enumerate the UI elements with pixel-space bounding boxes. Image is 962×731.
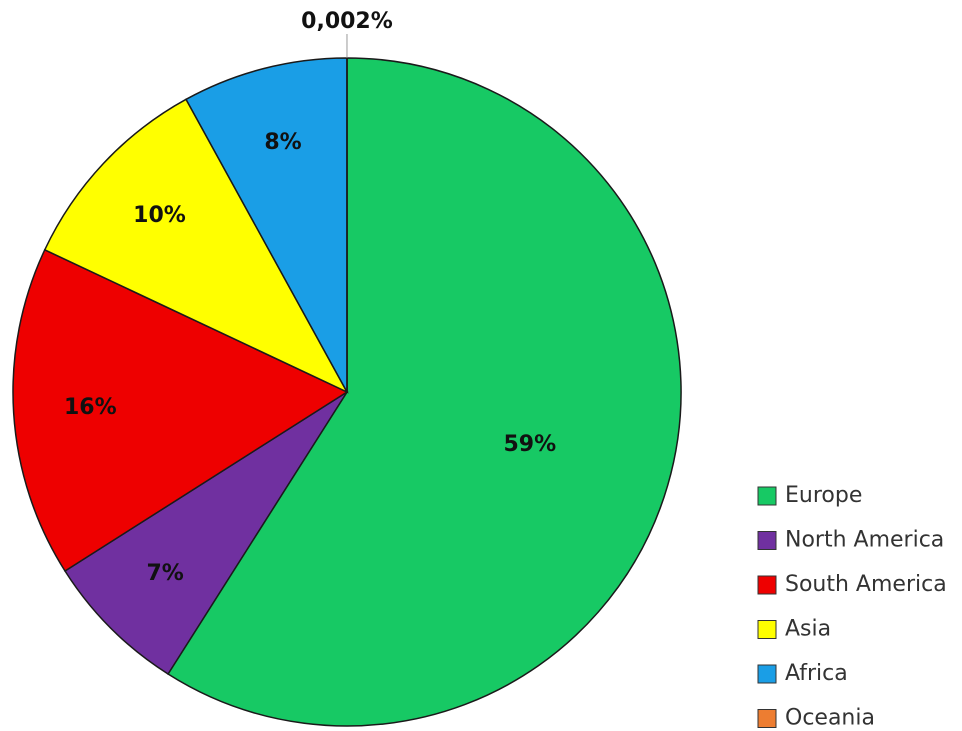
pie-slice <box>167 57 682 727</box>
legend-swatch <box>757 709 777 728</box>
legend-swatch <box>757 620 777 639</box>
legend-swatch <box>757 575 777 595</box>
legend-swatch <box>757 531 777 550</box>
legend-label: Africa <box>785 661 848 686</box>
slice-label: 0,002% <box>301 9 393 34</box>
pie-slice <box>43 98 349 394</box>
slice-label: 59% <box>503 432 556 457</box>
pie-slice <box>12 248 349 573</box>
legend-label: Oceania <box>785 706 875 731</box>
legend-swatch <box>757 664 777 684</box>
legend-label: South America <box>785 572 947 597</box>
legend-label: North America <box>785 528 944 553</box>
legend-label: Europe <box>785 483 862 508</box>
slice-label: 10% <box>133 203 186 228</box>
slice-label: 7% <box>146 561 183 586</box>
pie-slice <box>63 391 348 676</box>
slice-label: 8% <box>264 130 301 155</box>
pie: 59% 7% 16% 10% 8% 0,002% <box>12 9 682 727</box>
legend-label: Asia <box>785 617 831 642</box>
legend-swatch <box>757 486 777 506</box>
legend: Europe North America South America Asia Afri… <box>757 483 947 731</box>
slice-label: 16% <box>64 395 117 420</box>
pie-slice <box>185 57 348 393</box>
